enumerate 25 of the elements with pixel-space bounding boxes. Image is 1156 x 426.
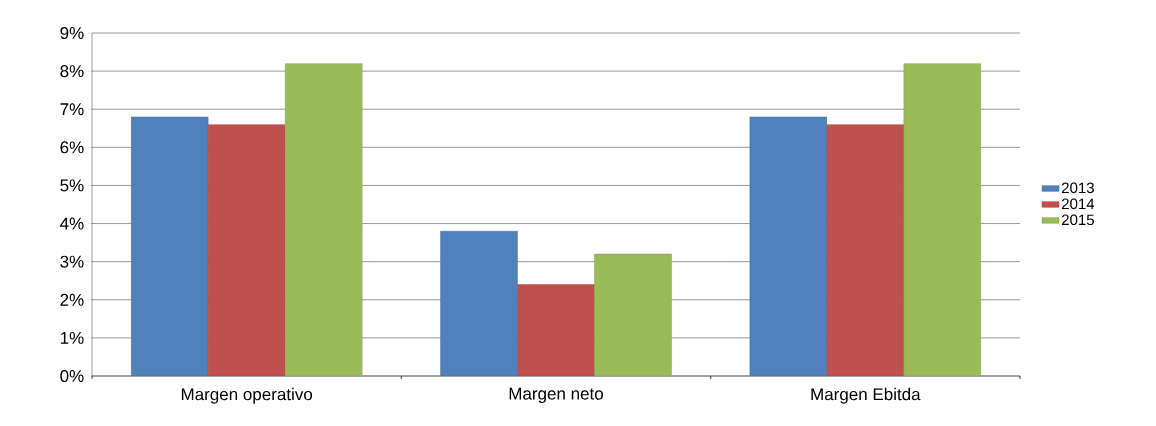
bar [594, 253, 672, 376]
bar [284, 63, 363, 376]
bar [826, 124, 905, 376]
bar [130, 116, 209, 376]
x-tick-label: Margen operativo [181, 387, 313, 404]
y-tick-label: 9% [60, 26, 84, 40]
y-tick-label: 8% [60, 65, 84, 78]
bar [207, 124, 286, 376]
x-tick-label: Margen Ebitda [811, 387, 921, 404]
bar [440, 230, 518, 376]
x-tick-label: Margen neto [509, 387, 603, 404]
y-tick-label: 7% [60, 103, 84, 116]
y-tick-label: 5% [60, 179, 84, 192]
legend-label: 2014 [1062, 198, 1095, 210]
y-tick-label: 4% [60, 217, 84, 230]
y-tick-label: 3% [60, 255, 84, 268]
bar [749, 116, 828, 376]
y-tick-label: 6% [60, 141, 84, 154]
y-tick-label: 0% [60, 369, 84, 383]
legend-label: 2013 [1062, 182, 1094, 194]
y-tick-label: 1% [60, 331, 84, 344]
bar [903, 63, 982, 376]
legend-label: 2015 [1062, 214, 1094, 226]
y-tick-label: 2% [60, 293, 84, 306]
bar [517, 284, 595, 376]
